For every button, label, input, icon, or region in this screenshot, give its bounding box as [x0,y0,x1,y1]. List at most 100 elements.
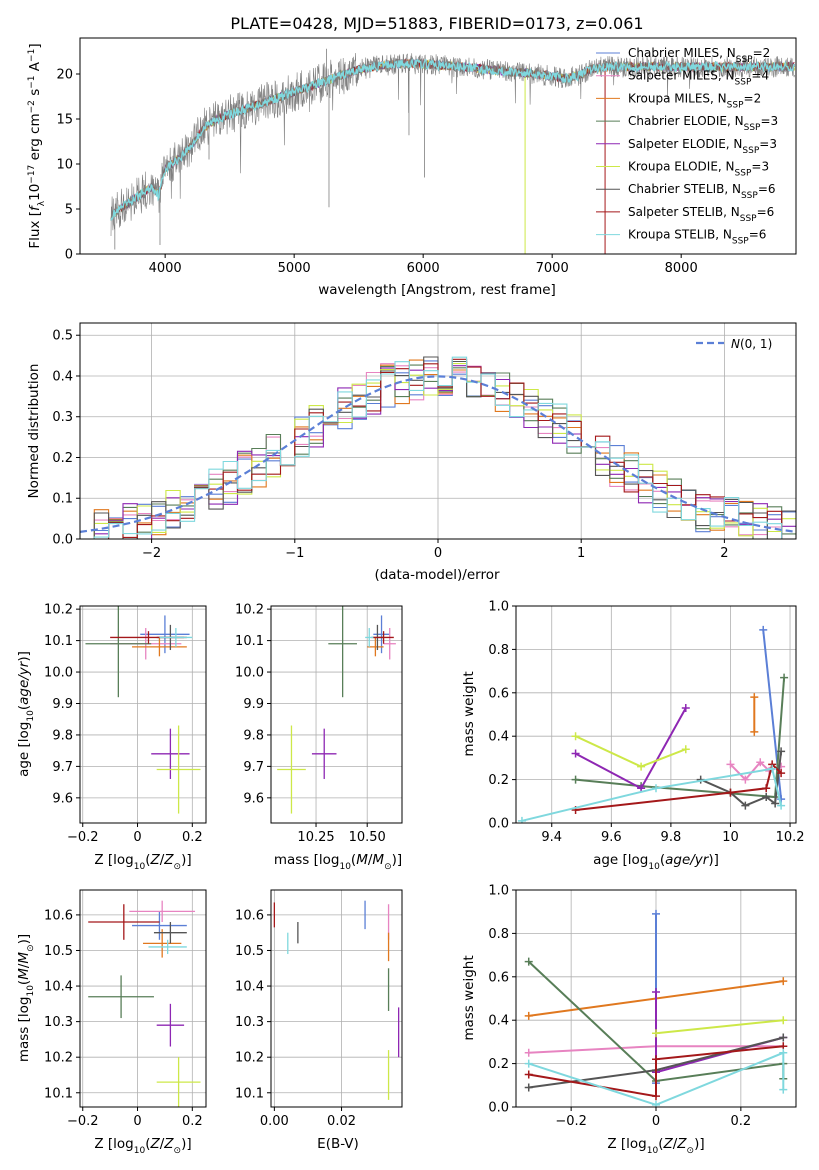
y-tick-label: 10.6 [235,908,264,923]
y-tick-label: 9.6 [243,791,264,806]
panel-age-vs-Z: −0.2 0 0.2 9.6 9.7 9.8 9.9 10.0 10.1 10.2 Z [log10… [16,603,207,872]
y-tick-label: 9.7 [52,760,73,775]
axes-frame [270,605,403,824]
x-tick-label: 9.4 [541,830,562,845]
weight-marker [524,957,533,966]
weight-marker [756,758,765,767]
y-tick-label: 9.8 [52,728,73,743]
y-tick-label: 9.9 [243,697,264,712]
weight-marker [777,747,786,756]
panel-weight-vs-age: 9.4 9.6 9.8 10 10.2 0.0 0.2 0.4 0.6 0.8 1.0 age [lo… [461,600,805,873]
panel-mass-vs-Z: −0.2 0 0.2 10.1 10.2 10.3 10.4 10.5 10.6 Z [log10… [16,889,207,1156]
errorbars [85,606,201,814]
weight-marker [681,703,690,712]
errorbars [277,606,396,814]
x-tick-label: 8000 [665,261,698,276]
x-axis-label: Z [log10(Z/Z⊙)] [607,1136,704,1156]
weight-lines [524,909,788,1107]
y-tick-label: 0.0 [488,817,509,832]
y-tick-label: 0.3 [52,410,73,425]
weight-marker [652,1092,660,1101]
y-tick-label: 10.1 [235,1086,264,1101]
figure-title: PLATE=0428, MJD=51883, FIBERID=0173, z=0… [230,14,643,33]
y-tick-label: 10.5 [44,944,73,959]
y-tick-label: 0.2 [52,451,73,466]
weight-marker [652,1029,660,1038]
y-tick-label: 1.0 [488,600,509,615]
y-tick-label: 0.6 [488,686,509,701]
x-axis-label: Z [log10(Z/Z⊙)] [94,1136,191,1156]
y-tick-label: 9.7 [243,760,264,775]
legend-label: Chabrier ELODIE, NSSP=3 [628,114,778,133]
model-line [110,58,795,221]
y-tick-label: 10.4 [44,980,73,995]
y-axis-label: Normed distribution [26,364,42,499]
y-tick-label: 0.4 [488,730,509,745]
y-tick-label: 0 [65,248,73,263]
weight-marker [762,792,771,801]
y-tick-label: 10.0 [235,666,264,681]
y-tick-label: 10.0 [44,666,73,681]
axes-frame [515,605,797,824]
weight-marker [681,745,690,754]
panel-spectrum: 4000 5000 6000 7000 8000 0 5 10 15 20 Chabrier MIL… [27,37,797,298]
x-tick-label: −1 [285,546,304,561]
x-tick-label: 4000 [149,261,182,276]
y-tick-label: 0.1 [52,492,73,507]
y-tick-label: 10.3 [44,1015,73,1030]
y-tick-label: 0.8 [488,927,509,942]
y-tick-label: 0.6 [488,970,509,985]
y-tick-label: 9.6 [52,791,73,806]
x-tick-label: 0.2 [731,1114,752,1129]
weight-marker [652,987,660,996]
x-axis-label: wavelength [Angstrom, rest frame] [318,282,556,298]
weight-marker [652,784,660,793]
weight-marker [571,775,580,784]
y-axis-label: mass [log10(M/M⊙)] [16,934,36,1062]
x-tick-label: −0.2 [67,830,99,845]
legend-label: Kroupa MILES, NSSP=2 [628,91,761,110]
y-tick-label: 0.8 [488,643,509,658]
weight-series [655,1019,784,1035]
axes-frame [79,889,207,1108]
y-tick-label: 20 [56,68,73,83]
axes-frame [79,37,797,255]
y-tick-label: 9.9 [52,697,73,712]
y-tick-label: 10.5 [235,944,264,959]
weight-marker [779,977,788,986]
panel-age-vs-mass: 10.25 10.50 9.6 9.7 9.8 9.9 10.0 10.1 10.2 mass [… [235,603,403,872]
legend-label: Kroupa STELIB, NSSP=6 [628,228,766,247]
errorbars [88,900,201,1107]
weight-series [700,751,783,807]
x-axis-label: mass [log10(M/M⊙)] [274,852,402,872]
weight-series [528,1045,784,1098]
weight-marker [771,799,780,808]
weight-marker [571,732,580,741]
x-tick-label: 10.25 [297,830,334,845]
weight-marker [762,784,771,793]
weight-marker [524,1083,533,1092]
axes-frame [270,889,403,1108]
weight-marker [777,769,786,778]
weight-marker [741,775,750,784]
legend-label: Chabrier MILES, NSSP=2 [628,46,770,65]
y-tick-label: 1.0 [488,884,509,899]
x-tick-label: 6000 [407,261,440,276]
weight-marker [517,816,526,823]
x-axis-label: Z [log10(Z/Z⊙)] [94,852,191,872]
legend-label: Chabrier STELIB, NSSP=6 [628,182,776,201]
histograms [80,356,796,539]
weight-marker [637,762,646,771]
legend-label: Salpeter ELODIE, NSSP=3 [628,137,777,156]
x-tick-label: 10 [722,830,739,845]
weight-marker [524,1011,533,1020]
y-tick-label: 10.1 [44,634,73,649]
x-tick-label: 10.2 [776,830,805,845]
weight-marker [726,760,735,769]
y-tick-label: 0.4 [52,369,73,384]
x-tick-label: 0.2 [182,1114,203,1129]
x-tick-label: −0.2 [555,1114,587,1129]
y-tick-label: 0.0 [52,533,73,548]
spectrum-lines [110,48,795,254]
weight-marker [741,801,750,810]
